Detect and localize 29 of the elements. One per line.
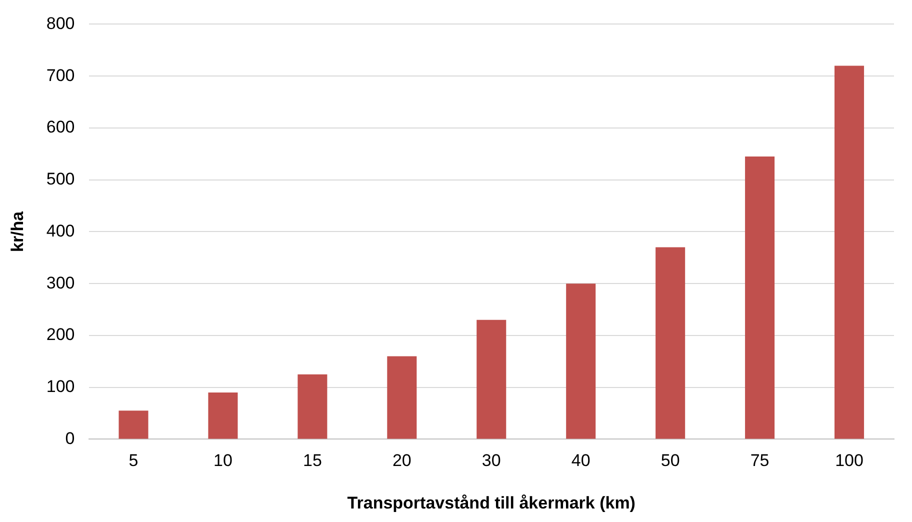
bar: [118, 410, 148, 439]
y-tick-label: 0: [65, 428, 75, 448]
x-tick-label: 20: [392, 451, 412, 470]
x-axis-title: Transportavstånd till åkermark (km): [347, 493, 636, 512]
x-tick-label: 50: [660, 451, 680, 470]
x-tick-label: 15: [302, 451, 322, 470]
x-tick-label: 100: [835, 451, 864, 470]
bar: [656, 247, 686, 439]
x-tick-label: 75: [750, 451, 770, 470]
y-tick-label: 600: [46, 118, 75, 137]
x-tick-label: 30: [482, 451, 501, 470]
bar: [298, 374, 328, 439]
bar: [566, 284, 596, 439]
y-tick-label: 200: [46, 325, 75, 344]
bar: [834, 66, 864, 439]
x-tick-label: 5: [128, 451, 138, 470]
bar: [745, 156, 775, 439]
y-tick-label: 100: [46, 377, 75, 396]
y-tick-label: 500: [46, 170, 75, 189]
bar: [387, 356, 417, 439]
bar: [208, 392, 238, 439]
bar: [476, 320, 506, 439]
y-tick-label: 800: [46, 14, 75, 33]
x-tick-label: 40: [571, 451, 590, 470]
y-tick-label: 400: [46, 221, 75, 240]
x-tick-label: 10: [214, 451, 232, 470]
y-tick-label: 700: [46, 66, 75, 85]
y-tick-label: 300: [46, 273, 75, 292]
y-axis-title: kr/ha: [8, 210, 27, 252]
